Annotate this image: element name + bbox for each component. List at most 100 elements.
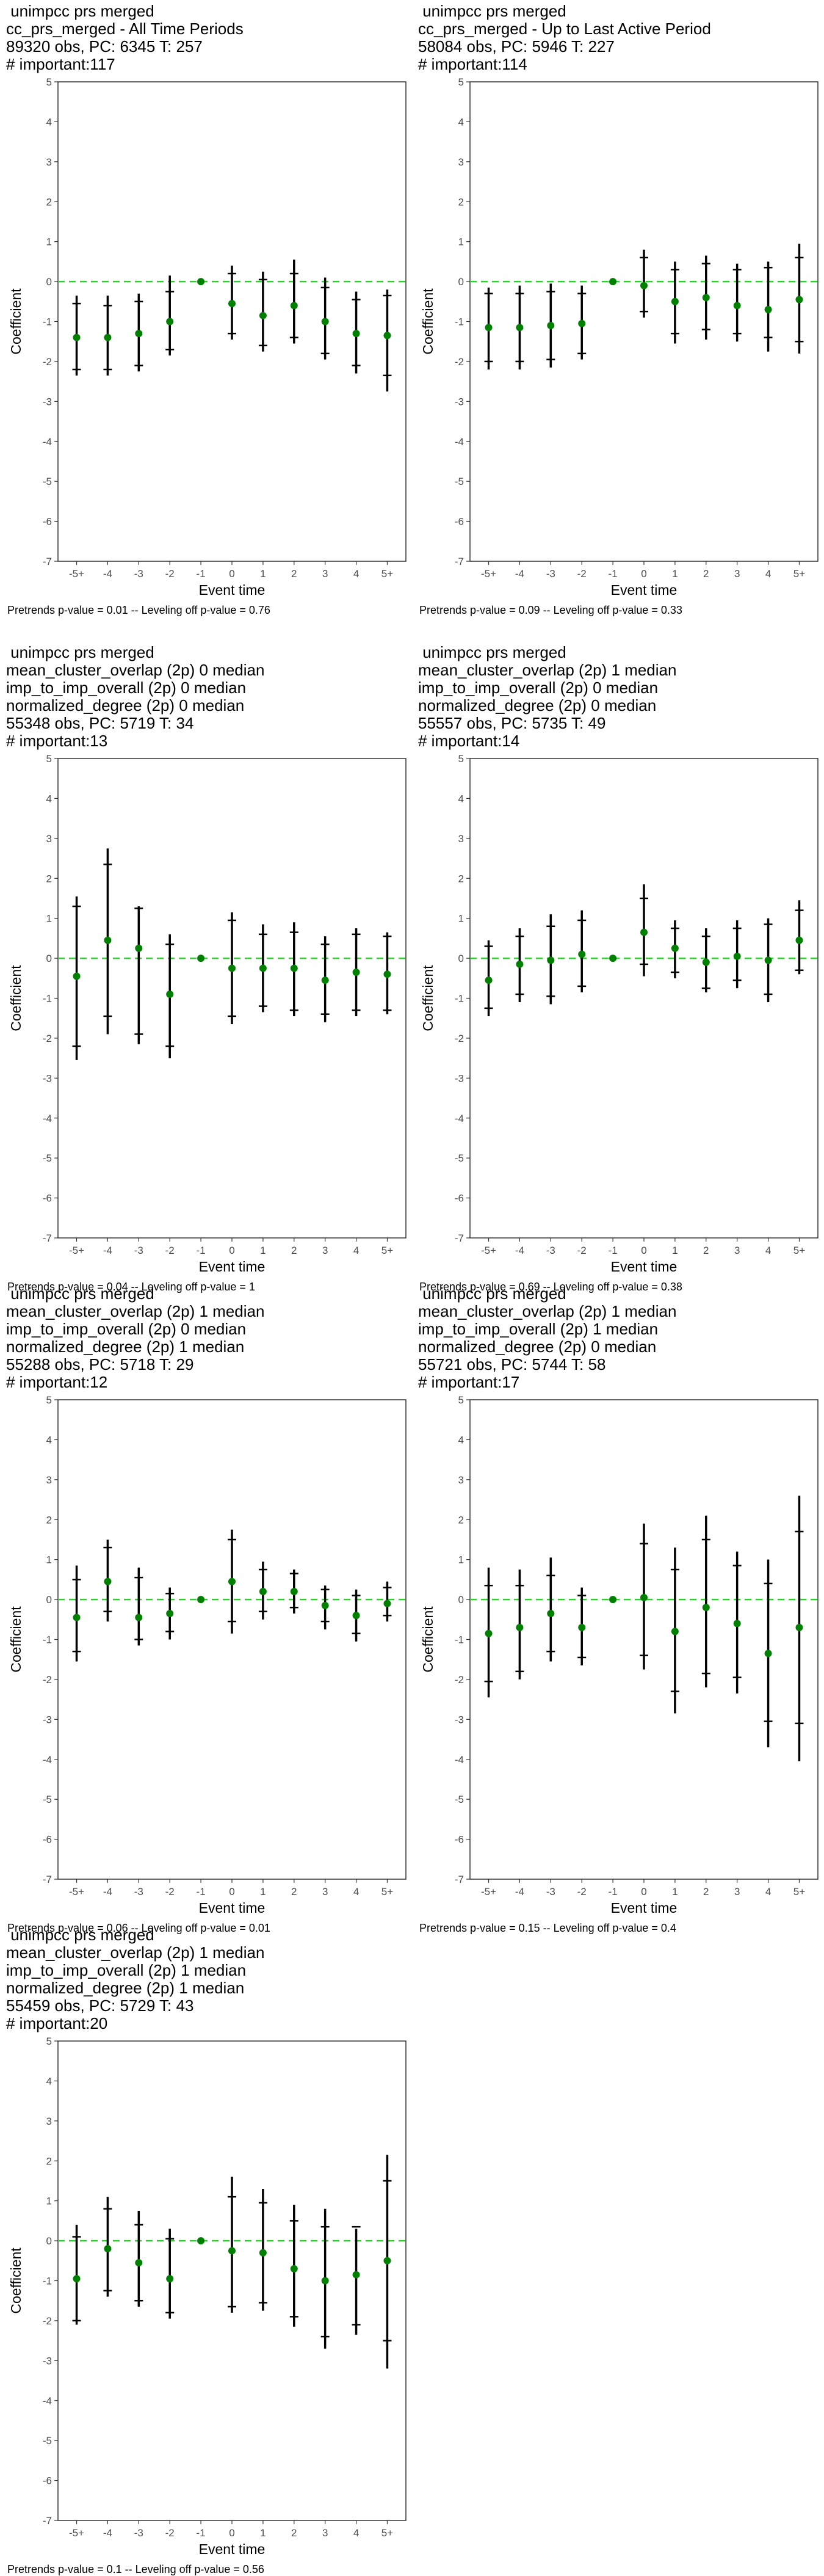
x-tick-label: -2 — [165, 568, 175, 580]
estimate-point — [104, 2245, 112, 2253]
estimate-point — [321, 977, 329, 984]
estimate-point — [485, 324, 493, 332]
y-tick-label: -3 — [43, 2355, 52, 2367]
chart-svg: -7 -6 -5 -4 -3 -2 -1 0 1 2 3 4 5 -5+ -4 -3 -2 -1 0 1 2 3 4 5+ Ev… — [8, 753, 407, 1275]
estimate-point — [764, 305, 772, 313]
plot-frame — [57, 1399, 407, 1880]
y-tick-label: -5 — [43, 1152, 52, 1164]
estimate-point — [578, 950, 586, 958]
y-tick-label: -5 — [43, 2435, 52, 2447]
x-tick-label: 1 — [260, 1245, 266, 1256]
estimate-point — [609, 278, 617, 286]
estimate-point — [383, 1599, 391, 1607]
x-axis-label: Event time — [611, 1259, 678, 1275]
y-tick-label: 1 — [46, 2196, 52, 2207]
chart-title: unimpcc prs merged mean_cluster_overlap (… — [6, 1926, 264, 2032]
y-tick-label: 1 — [46, 236, 52, 248]
x-tick-label: -5+ — [481, 1886, 496, 1897]
x-tick-label: 2 — [703, 568, 709, 580]
chart-title-line: normalized_degree (2p) 1 median — [6, 1979, 245, 1997]
estimate-point — [321, 2277, 329, 2285]
y-tick-label: -1 — [455, 1634, 464, 1646]
y-tick-label: 0 — [46, 276, 52, 288]
estimate-point — [352, 330, 360, 338]
y-tick-label: -6 — [43, 1834, 52, 1846]
y-tick-label: -3 — [43, 1714, 52, 1725]
x-tick-label: 1 — [260, 568, 266, 580]
estimate-point — [135, 944, 143, 952]
y-tick-label: -5 — [455, 476, 464, 487]
x-tick-label: 4 — [765, 1886, 771, 1897]
y-tick-label: -1 — [43, 316, 52, 328]
x-tick-label: -3 — [134, 568, 143, 580]
x-tick-label: 5+ — [381, 1886, 393, 1897]
chart-title: unimpcc prs merged mean_cluster_overlap (… — [6, 1285, 264, 1391]
chart-title-line: unimpcc prs merged — [418, 2, 566, 20]
x-tick-label: 4 — [353, 568, 359, 580]
x-tick-label: -2 — [577, 1245, 587, 1256]
estimate-point — [73, 333, 81, 341]
x-tick-label: 0 — [229, 1245, 234, 1256]
y-tick-label: 2 — [458, 196, 464, 208]
y-tick-label: -4 — [43, 2395, 52, 2407]
y-tick-label: 0 — [458, 953, 464, 964]
estimate-point — [764, 956, 772, 964]
x-tick-label: -4 — [103, 568, 112, 580]
estimate-point — [485, 977, 493, 984]
chart-title-line: normalized_degree (2p) 0 median — [418, 1337, 657, 1356]
y-tick-label: 4 — [458, 1434, 464, 1446]
x-tick-label: -3 — [134, 2527, 143, 2539]
chart-title-line: imp_to_imp_overall (2p) 0 median — [418, 679, 659, 697]
y-tick-label: -5 — [455, 1794, 464, 1805]
x-tick-label: 5+ — [793, 1886, 805, 1897]
y-axis-label: Coefficient — [420, 965, 436, 1031]
y-tick-label: -3 — [455, 396, 464, 407]
y-tick-label: -3 — [455, 1714, 464, 1725]
estimate-point — [228, 2247, 236, 2255]
chart-svg: -7 -6 -5 -4 -3 -2 -1 0 1 2 3 4 5 -5+ -4 -3 -2 -1 0 1 2 3 4 5+ Ev… — [8, 76, 407, 598]
y-tick-label: -2 — [43, 356, 52, 368]
x-tick-label: 1 — [672, 1245, 678, 1256]
chart-panel-1: unimpcc prs merged cc_prs_merged - All Ti… — [0, 0, 412, 641]
estimate-point — [609, 955, 617, 962]
y-tick-label: 4 — [46, 1434, 52, 1446]
x-tick-label: 2 — [291, 568, 297, 580]
estimate-point — [383, 2257, 391, 2265]
chart-title: unimpcc prs merged cc_prs_merged - All Ti… — [6, 2, 244, 73]
y-tick-label: 1 — [46, 913, 52, 925]
y-tick-label: -7 — [455, 1874, 464, 1885]
x-tick-label: -2 — [165, 2527, 175, 2539]
estimate-point — [609, 1596, 617, 1604]
estimate-point — [795, 936, 803, 944]
x-tick-label: 4 — [353, 1886, 359, 1897]
x-tick-label: -3 — [546, 568, 555, 580]
y-tick-label: -2 — [455, 1033, 464, 1044]
chart-title-line: # important:13 — [6, 732, 108, 750]
estimate-point — [383, 970, 391, 978]
chart-title-line: 55557 obs, PC: 5735 T: 49 — [418, 714, 606, 732]
y-tick-label: -2 — [43, 1033, 52, 1044]
x-tick-label: 3 — [322, 568, 328, 580]
y-tick-label: -2 — [455, 1674, 464, 1686]
y-tick-label: 3 — [46, 1474, 52, 1486]
estimate-point — [166, 1609, 174, 1617]
estimate-point — [259, 311, 267, 319]
estimate-point — [733, 302, 741, 310]
estimate-point — [259, 2249, 267, 2257]
chart-title-line: # important:12 — [6, 1373, 108, 1391]
x-tick-label: 5+ — [381, 1245, 393, 1256]
x-tick-label: -3 — [546, 1886, 555, 1897]
x-tick-label: 4 — [765, 568, 771, 580]
estimate-point — [228, 300, 236, 308]
y-tick-label: 3 — [46, 2116, 52, 2127]
estimate-point — [104, 333, 112, 341]
y-tick-label: 1 — [458, 1554, 464, 1566]
chart-title: unimpcc prs merged cc_prs_merged - Up to … — [418, 2, 711, 73]
pvalue-footnote: Pretrends p-value = 0.09 -- Leveling off… — [419, 604, 682, 616]
chart-panel-7: unimpcc prs merged mean_cluster_overlap (… — [0, 1924, 412, 2575]
x-tick-label: -2 — [165, 1886, 175, 1897]
y-tick-label: 0 — [46, 2235, 52, 2247]
y-tick-label: 3 — [458, 1474, 464, 1486]
x-axis-label: Event time — [611, 582, 678, 598]
y-tick-label: -7 — [43, 1232, 52, 1244]
